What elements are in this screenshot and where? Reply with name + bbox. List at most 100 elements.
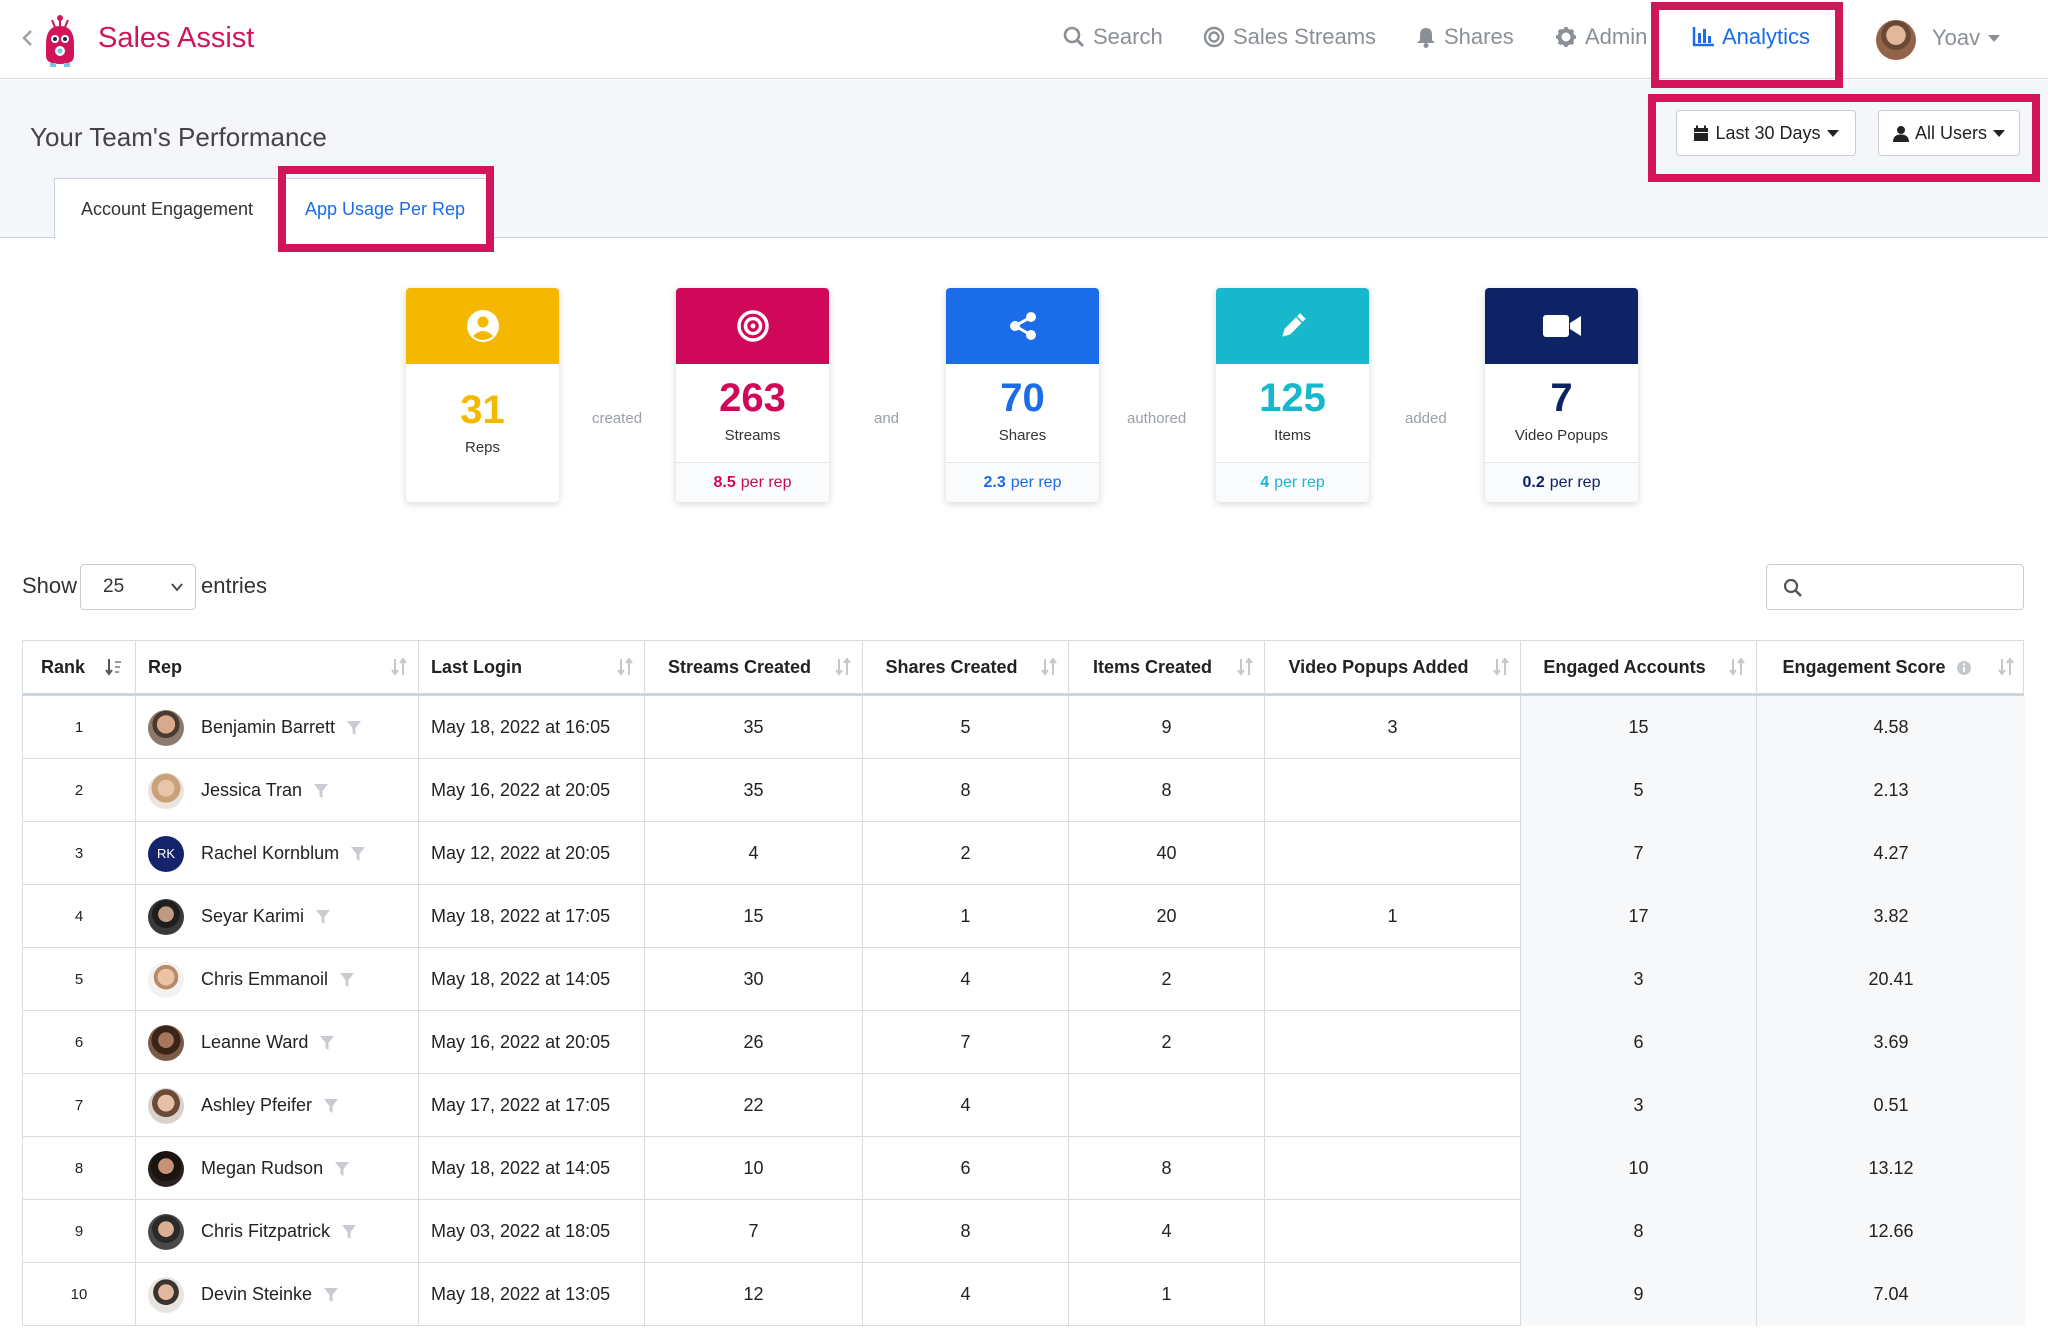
cell-shares: 8: [863, 759, 1069, 822]
filter-funnel-icon[interactable]: [324, 1098, 339, 1114]
cell-shares: 4: [863, 948, 1069, 1011]
share-icon: [1009, 312, 1036, 340]
connector-and: and: [874, 410, 900, 427]
rep-name[interactable]: Ashley Pfeifer: [201, 1095, 313, 1115]
filter-funnel-icon[interactable]: [351, 846, 366, 862]
rep-avatar: [148, 1087, 184, 1124]
table-row[interactable]: 6 Leanne Ward May 16, 2022 at 20:05 26 7 2 6 3.…: [22, 1011, 2025, 1074]
rep-avatar: [148, 1213, 184, 1250]
rep-name[interactable]: Chris Emmanoil: [201, 969, 329, 989]
col-last-login[interactable]: Last Login: [419, 641, 645, 694]
chevron-down-icon: [171, 583, 183, 592]
cell-shares: 4: [863, 1074, 1069, 1137]
rep-name[interactable]: Devin Steinke: [201, 1284, 313, 1304]
nav-analytics[interactable]: Analytics: [1692, 24, 1810, 50]
sort-icon: [617, 658, 633, 676]
cell-accounts: 10: [1521, 1137, 1757, 1200]
cell-videos: [1265, 1074, 1521, 1137]
cell-items: 40: [1069, 822, 1265, 885]
search-icon: [1063, 26, 1085, 48]
col-streams-created[interactable]: Streams Created: [645, 641, 863, 694]
video-popups-label: Video Popups: [1514, 427, 1609, 444]
filter-funnel-icon[interactable]: [342, 1224, 357, 1240]
table-row[interactable]: 10 Devin Steinke May 18, 2022 at 13:05 12 4 1…: [22, 1263, 2025, 1326]
table-row[interactable]: 3 RK Rachel Kornblum May 12, 2022 at 20:05 4…: [22, 822, 2025, 885]
user-icon: [1892, 125, 1909, 142]
cell-videos: [1265, 1200, 1521, 1263]
user-circle-icon: [466, 310, 499, 342]
rep-name[interactable]: Chris Fitzpatrick: [201, 1221, 331, 1241]
filter-funnel-icon[interactable]: [347, 720, 362, 736]
cell-login: May 03, 2022 at 18:05: [419, 1200, 645, 1263]
nav-shares[interactable]: Shares: [1416, 24, 1514, 50]
rep-name[interactable]: Jessica Tran: [201, 780, 303, 800]
cell-rank: 10: [23, 1263, 136, 1326]
date-range-dropdown[interactable]: Last 30 Days: [1676, 110, 1856, 156]
pencil-icon: [1281, 313, 1306, 337]
table-row[interactable]: 8 Megan Rudson May 18, 2022 at 14:05 10 6 8 10…: [22, 1137, 2025, 1200]
filter-funnel-icon[interactable]: [340, 972, 355, 988]
col-rank[interactable]: Rank: [23, 641, 136, 694]
table-row[interactable]: 4 Seyar Karimi May 18, 2022 at 17:05 15 1 20 1…: [22, 885, 2025, 948]
col-engaged-accounts[interactable]: Engaged Accounts: [1521, 641, 1757, 694]
table-search-input[interactable]: [1766, 564, 2024, 610]
nav-search[interactable]: Search: [1063, 24, 1163, 50]
cell-rep: Devin Steinke: [136, 1263, 419, 1326]
nav-sales-streams[interactable]: Sales Streams: [1203, 24, 1376, 50]
table-row[interactable]: 1 Benjamin Barrett May 18, 2022 at 16:05 35…: [22, 696, 2025, 759]
filter-funnel-icon[interactable]: [316, 909, 331, 925]
cell-rep: Benjamin Barrett: [136, 696, 419, 759]
col-engagement-score[interactable]: Engagement Score: [1757, 641, 2025, 694]
sort-desc-icon: [105, 659, 121, 676]
rep-name[interactable]: Leanne Ward: [201, 1032, 309, 1052]
col-shares-created[interactable]: Shares Created: [863, 641, 1069, 694]
items-count: 125: [1259, 376, 1326, 420]
cell-score: 3.82: [1757, 885, 2025, 948]
cell-login: May 12, 2022 at 20:05: [419, 822, 645, 885]
tab-account-engagement[interactable]: Account Engagement: [54, 178, 280, 239]
table-row[interactable]: 5 Chris Emmanoil May 18, 2022 at 14:05 30 4 2…: [22, 948, 2025, 1011]
metric-card-streams: 263 Streams 8.5 per rep: [676, 288, 829, 502]
filter-funnel-icon[interactable]: [320, 1035, 335, 1051]
rep-avatar: [148, 1276, 184, 1313]
rep-name[interactable]: Megan Rudson: [201, 1158, 324, 1178]
cell-items: 1: [1069, 1263, 1265, 1326]
streams-count: 263: [719, 376, 786, 420]
cell-shares: 1: [863, 885, 1069, 948]
sort-icon: [1729, 658, 1745, 676]
brand-name[interactable]: Sales Assist: [98, 22, 255, 54]
entries-select[interactable]: 25: [80, 564, 196, 610]
rep-name[interactable]: Rachel Kornblum: [201, 843, 340, 863]
target-icon: [1203, 26, 1225, 48]
items-per-rep-value: 4: [1260, 473, 1270, 491]
nav-admin[interactable]: Admin: [1555, 24, 1647, 50]
cell-items: 9: [1069, 696, 1265, 759]
sales-assist-logo-icon[interactable]: [38, 14, 82, 68]
user-filter-dropdown[interactable]: All Users: [1878, 110, 2020, 156]
filter-funnel-icon[interactable]: [324, 1287, 339, 1303]
filter-funnel-icon[interactable]: [314, 783, 329, 799]
cell-videos: 3: [1265, 696, 1521, 759]
info-icon[interactable]: [1956, 660, 1972, 676]
cell-rank: 2: [23, 759, 136, 822]
cell-items: 20: [1069, 885, 1265, 948]
metric-card-reps: 31 Reps: [406, 288, 559, 502]
page-title: Your Team's Performance: [30, 122, 327, 152]
videos-per-rep-value: 0.2: [1522, 473, 1545, 491]
col-items-created[interactable]: Items Created: [1069, 641, 1265, 694]
rep-name[interactable]: Benjamin Barrett: [201, 717, 336, 737]
cell-accounts: 3: [1521, 948, 1757, 1011]
col-rep[interactable]: Rep: [136, 641, 419, 694]
user-menu[interactable]: Yoav: [1932, 25, 2001, 51]
col-video-popups-added[interactable]: Video Popups Added: [1265, 641, 1521, 694]
table-row[interactable]: 9 Chris Fitzpatrick May 03, 2022 at 18:05 7…: [22, 1200, 2025, 1263]
table-row[interactable]: 2 Jessica Tran May 16, 2022 at 20:05 35 8 8 5 2…: [22, 759, 2025, 822]
cell-videos: [1265, 1263, 1521, 1326]
table-row[interactable]: 7 Ashley Pfeifer May 17, 2022 at 17:05 22 4 3…: [22, 1074, 2025, 1137]
filter-funnel-icon[interactable]: [335, 1161, 350, 1177]
cell-login: May 18, 2022 at 14:05: [419, 1137, 645, 1200]
connector-added: added: [1405, 410, 1447, 427]
back-chevron-icon[interactable]: [20, 26, 36, 50]
rep-name[interactable]: Seyar Karimi: [201, 906, 305, 926]
user-avatar[interactable]: [1876, 20, 1916, 60]
